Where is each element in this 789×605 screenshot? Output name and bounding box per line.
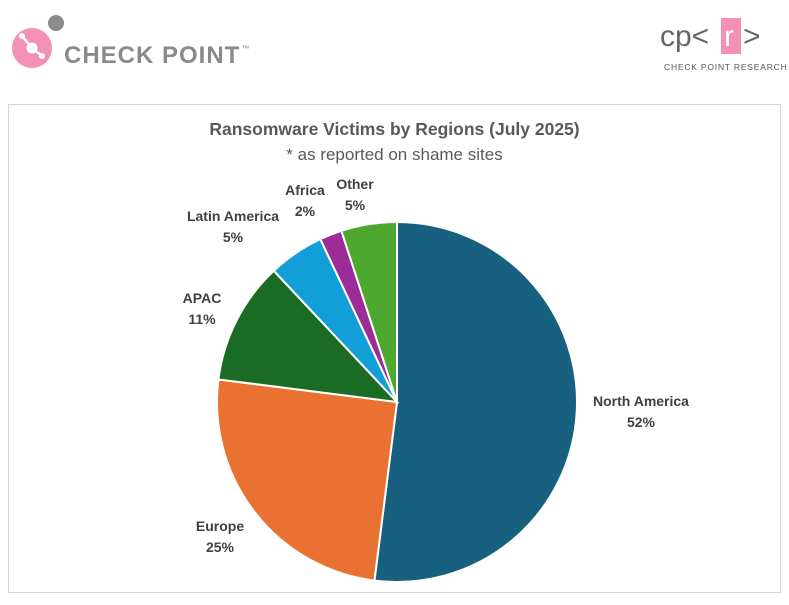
slice-label-other: Other 5% xyxy=(295,174,415,216)
pie-slice-north-america xyxy=(373,220,578,583)
pie-slice-other xyxy=(340,220,398,403)
slice-label-name: North America xyxy=(593,393,689,409)
trademark-symbol: ™ xyxy=(241,44,251,53)
slice-label-latin-america: Latin America 5% xyxy=(173,206,293,248)
slice-label-name: APAC xyxy=(182,290,222,306)
slice-label-africa: Africa 2% xyxy=(245,180,365,222)
check-point-logo-icon xyxy=(12,15,64,68)
slice-label-name: Latin America xyxy=(186,208,280,224)
cpr-mark-letter: r xyxy=(724,20,734,53)
cpr-logo-icon: cp< r > xyxy=(660,18,761,54)
pie-chart xyxy=(216,220,578,583)
check-point-logo: CHECK POINT™ xyxy=(10,12,260,70)
slice-label-value: 52% xyxy=(626,414,656,430)
chart-title: Ransomware Victims by Regions (July 2025… xyxy=(209,119,580,139)
slice-label-value: 5% xyxy=(222,229,244,245)
cpr-logo-subtitle: CHECK POINT RESEARCH xyxy=(664,62,788,72)
slice-label-value: 25% xyxy=(205,539,235,555)
chart-subtitle: * as reported on shame sites xyxy=(286,145,503,164)
slice-label-value: 2% xyxy=(294,203,316,219)
slice-label-north-america: North America 52% xyxy=(581,391,701,433)
cpr-mark-left: cp< xyxy=(660,20,709,53)
slice-label-name: Africa xyxy=(285,182,325,198)
check-point-research-logo: cp< r > CHECK POINT RESEARCH xyxy=(660,16,787,76)
slice-label-name: Other xyxy=(336,176,374,192)
pie-slice-apac xyxy=(217,269,400,404)
slice-label-name: Europe xyxy=(195,518,245,534)
pie-slice-europe xyxy=(216,378,399,582)
slice-label-value: 5% xyxy=(344,197,366,213)
slice-label-apac: APAC 11% xyxy=(142,288,262,330)
slice-label-value: 11% xyxy=(188,311,216,327)
slice-label-europe: Europe 25% xyxy=(160,516,280,558)
cpr-mark-right: > xyxy=(743,20,761,53)
check-point-wordmark: CHECK POINT™ xyxy=(64,42,250,70)
check-point-wordmark-text: CHECK POINT xyxy=(64,42,241,69)
chart-frame: Ransomware Victims by Regions (July 2025… xyxy=(8,104,781,593)
